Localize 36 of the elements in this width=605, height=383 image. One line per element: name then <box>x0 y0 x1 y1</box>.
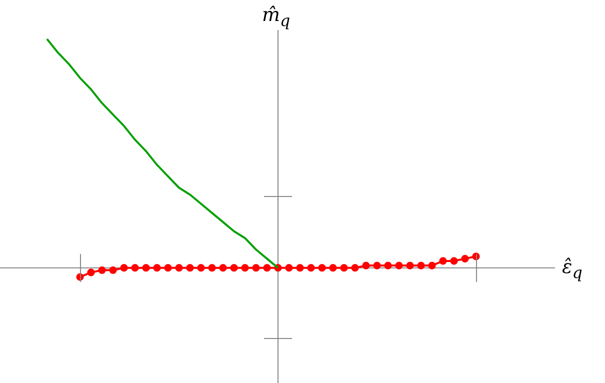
point <box>208 264 216 272</box>
point <box>395 262 403 270</box>
point <box>307 264 315 272</box>
point <box>153 264 161 272</box>
point <box>340 264 348 272</box>
x-axis-title: ε̂$_{q}$ <box>562 256 582 282</box>
point <box>439 257 447 265</box>
point <box>109 266 117 274</box>
point <box>362 262 370 270</box>
point <box>241 264 249 272</box>
point <box>98 266 106 274</box>
point <box>296 264 304 272</box>
point <box>285 264 293 272</box>
point <box>406 262 414 270</box>
point <box>263 264 271 272</box>
point <box>450 257 458 265</box>
point <box>164 264 172 272</box>
point <box>428 262 436 270</box>
point <box>384 262 392 270</box>
point <box>373 262 381 270</box>
point <box>461 254 469 262</box>
point <box>186 264 194 272</box>
point <box>318 264 326 272</box>
point <box>351 264 359 272</box>
point <box>252 264 260 272</box>
point <box>230 264 238 272</box>
point <box>219 264 227 272</box>
point <box>142 264 150 272</box>
y-axis-title: m̂$_{q}$ <box>262 4 290 30</box>
point <box>417 262 425 270</box>
point <box>197 264 205 272</box>
point <box>131 264 139 272</box>
point <box>120 264 128 272</box>
point <box>329 264 337 272</box>
point <box>175 264 183 272</box>
point <box>87 268 95 276</box>
